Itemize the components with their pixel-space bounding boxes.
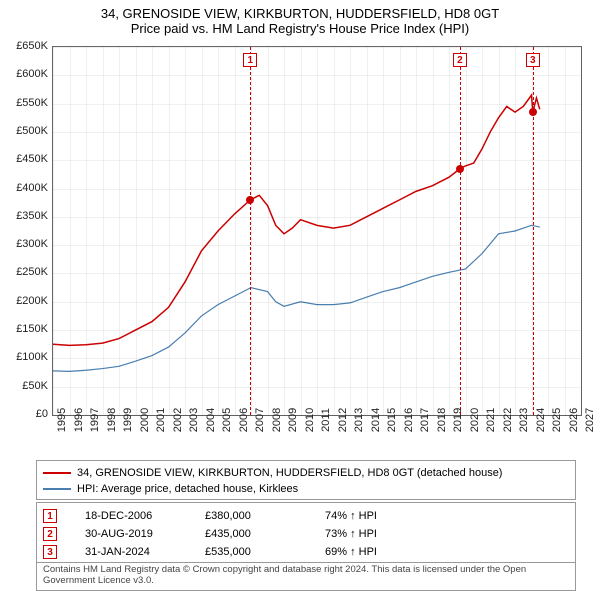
- sales-table: 1 18-DEC-2006£380,00074% ↑ HPI 2 30-AUG-201…: [36, 502, 576, 566]
- y-tick-label: £0: [36, 408, 48, 420]
- x-tick-label: 2001: [155, 408, 167, 432]
- sale-dot: [246, 196, 254, 204]
- chart-container: 34, GRENOSIDE VIEW, KIRKBURTON, HUDDERSF…: [0, 0, 600, 590]
- x-tick-label: 2014: [370, 408, 382, 432]
- y-tick-label: £200K: [16, 295, 48, 307]
- y-tick-label: £100K: [16, 351, 48, 363]
- x-tick-label: 2015: [386, 408, 398, 432]
- legend-label-hpi: HPI: Average price, detached house, Kirk…: [77, 483, 298, 495]
- sale-marker-box: 2: [453, 53, 467, 67]
- sale-price: £435,000: [205, 528, 325, 540]
- footnote-text: Contains HM Land Registry data © Crown c…: [43, 564, 526, 586]
- y-tick-label: £650K: [16, 40, 48, 52]
- y-tick-label: £500K: [16, 125, 48, 137]
- sale-hpi: 69% ↑ HPI: [325, 546, 465, 558]
- x-tick-label: 2006: [238, 408, 250, 432]
- sale-row: 1 18-DEC-2006£380,00074% ↑ HPI: [43, 507, 569, 525]
- legend-row-hpi: HPI: Average price, detached house, Kirk…: [43, 481, 569, 497]
- legend-row-property: 34, GRENOSIDE VIEW, KIRKBURTON, HUDDERSF…: [43, 465, 569, 481]
- y-tick-label: £300K: [16, 238, 48, 250]
- x-tick-label: 2000: [139, 408, 151, 432]
- x-tick-label: 1999: [122, 408, 134, 432]
- x-tick-label: 2022: [502, 408, 514, 432]
- footnote-box: Contains HM Land Registry data © Crown c…: [36, 562, 576, 591]
- sale-marker-box: 1: [243, 53, 257, 67]
- plot-area: 1 2 3: [52, 46, 582, 416]
- x-tick-label: 2003: [188, 408, 200, 432]
- legend-label-property: 34, GRENOSIDE VIEW, KIRKBURTON, HUDDERSF…: [77, 467, 502, 479]
- x-tick-label: 2016: [403, 408, 415, 432]
- title-line-1: 34, GRENOSIDE VIEW, KIRKBURTON, HUDDERSF…: [0, 6, 600, 21]
- sale-row: 2 30-AUG-2019£435,00073% ↑ HPI: [43, 525, 569, 543]
- x-tick-label: 2018: [436, 408, 448, 432]
- sale-vline: [460, 47, 461, 415]
- sale-dot: [456, 165, 464, 173]
- x-tick-label: 2008: [271, 408, 283, 432]
- title-line-2: Price paid vs. HM Land Registry's House …: [0, 21, 600, 36]
- sale-hpi: 73% ↑ HPI: [325, 528, 465, 540]
- y-tick-label: £150K: [16, 323, 48, 335]
- sale-dot: [529, 108, 537, 116]
- x-tick-label: 2004: [205, 408, 217, 432]
- x-tick-label: 2002: [172, 408, 184, 432]
- x-tick-label: 2009: [287, 408, 299, 432]
- x-tick-label: 2026: [568, 408, 580, 432]
- sale-idx-box: 3: [43, 545, 57, 559]
- chart-titles: 34, GRENOSIDE VIEW, KIRKBURTON, HUDDERSF…: [0, 0, 600, 36]
- x-tick-label: 2025: [551, 408, 563, 432]
- x-tick-label: 1997: [89, 408, 101, 432]
- sale-row: 3 31-JAN-2024£535,00069% ↑ HPI: [43, 543, 569, 561]
- x-tick-label: 2007: [254, 408, 266, 432]
- x-tick-label: 1996: [73, 408, 85, 432]
- y-tick-label: £600K: [16, 68, 48, 80]
- y-tick-label: £450K: [16, 153, 48, 165]
- sale-price: £380,000: [205, 510, 325, 522]
- sale-date: 18-DEC-2006: [85, 510, 205, 522]
- series-line: [53, 225, 540, 371]
- x-tick-label: 2027: [584, 408, 596, 432]
- sale-idx-box: 2: [43, 527, 57, 541]
- x-tick-label: 2023: [518, 408, 530, 432]
- x-tick-label: 2010: [304, 408, 316, 432]
- x-tick-label: 2024: [535, 408, 547, 432]
- sale-marker-box: 3: [526, 53, 540, 67]
- x-tick-label: 2019: [452, 408, 464, 432]
- x-tick-label: 2020: [469, 408, 481, 432]
- x-tick-label: 1998: [106, 408, 118, 432]
- x-tick-label: 2011: [320, 408, 332, 432]
- y-tick-label: £250K: [16, 266, 48, 278]
- y-tick-label: £50K: [22, 380, 48, 392]
- sale-idx-box: 1: [43, 509, 57, 523]
- y-tick-label: £550K: [16, 97, 48, 109]
- y-tick-label: £400K: [16, 182, 48, 194]
- legend-swatch-property: [43, 472, 71, 474]
- x-tick-label: 1995: [56, 408, 68, 432]
- legend-swatch-hpi: [43, 488, 71, 490]
- x-tick-label: 2017: [419, 408, 431, 432]
- sale-vline: [250, 47, 251, 415]
- legend-box: 34, GRENOSIDE VIEW, KIRKBURTON, HUDDERSF…: [36, 460, 576, 500]
- x-tick-label: 2013: [353, 408, 365, 432]
- sale-date: 30-AUG-2019: [85, 528, 205, 540]
- sale-price: £535,000: [205, 546, 325, 558]
- sale-vline: [533, 47, 534, 415]
- x-tick-label: 2021: [485, 408, 497, 432]
- sale-hpi: 74% ↑ HPI: [325, 510, 465, 522]
- x-tick-label: 2012: [337, 408, 349, 432]
- y-tick-label: £350K: [16, 210, 48, 222]
- x-tick-label: 2005: [221, 408, 233, 432]
- sale-date: 31-JAN-2024: [85, 546, 205, 558]
